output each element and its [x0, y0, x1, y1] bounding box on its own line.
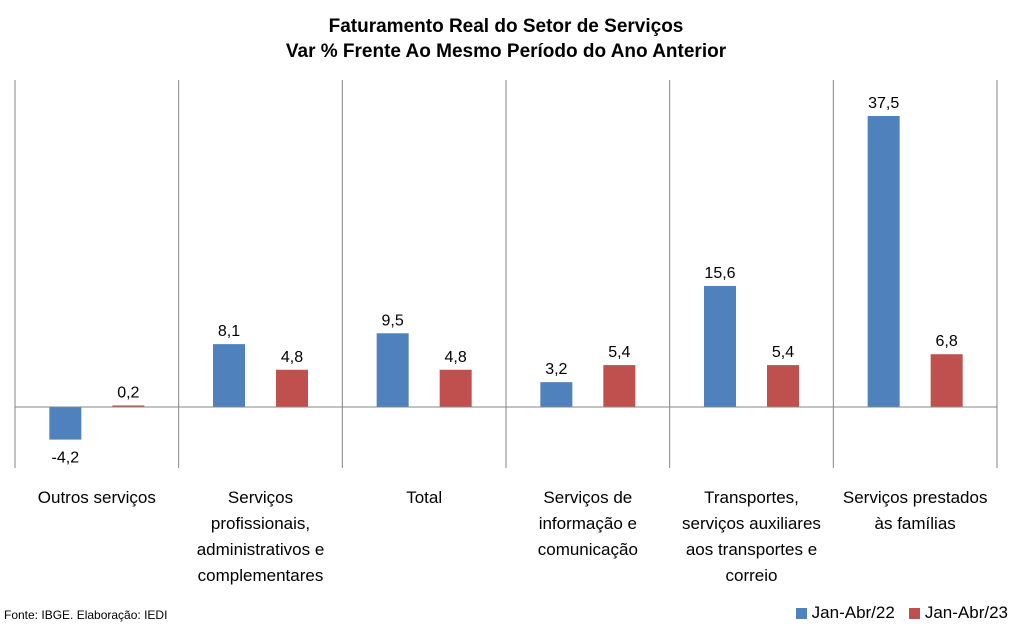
bar-series-1-cat-4	[540, 382, 573, 407]
bar-series-1-cat-1	[49, 407, 82, 440]
category-label-line: Serviços prestados	[843, 488, 988, 507]
bar-series-2-cat-4	[603, 365, 636, 407]
chart-title-line-2: Var % Frente Ao Mesmo Período do Ano Ant…	[286, 41, 727, 62]
bars	[49, 116, 963, 440]
category-label-line: complementares	[198, 566, 324, 585]
category-label-line: Transportes,	[704, 488, 799, 507]
category-label-line: informação e	[539, 514, 637, 533]
legend-label-series-1: Jan-Abr/22	[811, 603, 895, 622]
category-label-6: Serviços prestados às famílias	[843, 488, 988, 533]
bar-series-2-cat-1	[112, 405, 145, 407]
category-label-line: serviços auxiliares	[682, 514, 821, 533]
legend-item-series-2: Jan-Abr/23	[908, 603, 1008, 623]
data-label-series-1-cat-2: 8,1	[218, 323, 240, 340]
category-label-4: Serviços de informação e comunicação	[538, 488, 638, 559]
chart-title-line-1: Faturamento Real do Setor de Serviços	[329, 16, 684, 37]
bar-series-2-cat-2	[276, 369, 308, 407]
data-label-series-1-cat-4: 3,2	[545, 361, 567, 378]
category-label-line: correio	[726, 566, 778, 585]
category-label-line: comunicação	[538, 540, 638, 559]
bar-series-1-cat-6	[867, 116, 900, 407]
category-labels: Outros serviços Serviços profissionais, adm…	[38, 488, 988, 585]
legend-swatch-series-2	[908, 607, 920, 619]
category-label-line: Serviços de	[543, 488, 632, 507]
category-label-line: às famílias	[875, 514, 956, 533]
category-label-line: profissionais,	[211, 514, 310, 533]
bar-series-1-cat-5	[704, 285, 736, 407]
bar-series-1-cat-2	[213, 344, 245, 407]
data-label-series-2-cat-4: 5,4	[608, 344, 630, 361]
legend-label-series-2: Jan-Abr/23	[924, 603, 1008, 622]
category-label-3: Total	[406, 488, 442, 507]
chart: Faturamento Real do Setor de Serviços Var…	[14, 16, 998, 585]
category-dividers	[14, 80, 998, 468]
legend-item-series-1: Jan-Abr/22	[795, 603, 895, 623]
legend: Jan-Abr/22 Jan-Abr/23	[782, 603, 1008, 623]
data-label-series-2-cat-5: 5,4	[772, 344, 794, 361]
category-label-line: aos transportes e	[686, 540, 817, 559]
data-label-series-1-cat-6: 37,5	[868, 95, 899, 112]
bar-series-1-cat-3	[376, 333, 409, 407]
data-label-series-2-cat-2: 4,8	[281, 349, 303, 366]
source-note: Fonte: IBGE. Elaboração: IEDI	[4, 608, 168, 622]
legend-swatch-series-1	[795, 607, 807, 619]
data-labels: -4,2 0,2 8,1 4,8 9,5 4,8 3,2 5,4 15,6 5,4 37,5 6,8	[52, 95, 958, 467]
bar-series-2-cat-5	[767, 365, 799, 407]
category-label-1: Outros serviços	[38, 488, 156, 507]
data-label-series-2-cat-6: 6,8	[936, 333, 958, 350]
category-label-line: Serviços	[228, 488, 293, 507]
data-label-series-1-cat-3: 9,5	[382, 312, 404, 329]
data-label-series-2-cat-1: 0,2	[117, 384, 139, 401]
category-label-line: Outros serviços	[38, 488, 156, 507]
category-label-line: Total	[406, 488, 442, 507]
bar-series-2-cat-3	[439, 369, 472, 407]
category-label-line: administrativos e	[197, 540, 325, 559]
data-label-series-1-cat-5: 15,6	[704, 265, 735, 282]
bar-series-2-cat-6	[930, 354, 963, 407]
data-label-series-2-cat-3: 4,8	[445, 349, 467, 366]
data-label-series-1-cat-1: -4,2	[52, 450, 80, 467]
category-label-5: Transportes, serviços auxiliares aos trans…	[682, 488, 821, 585]
category-label-2: Serviços profissionais, administrativos e c…	[197, 488, 325, 585]
chart-title: Faturamento Real do Setor de Serviços Var…	[286, 16, 727, 62]
